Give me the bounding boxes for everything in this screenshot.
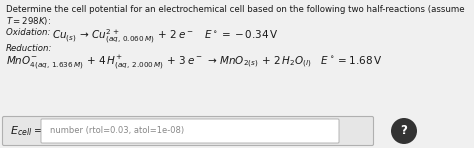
FancyBboxPatch shape [2, 116, 374, 145]
Text: number (rtol=0.03, atol=1e-08): number (rtol=0.03, atol=1e-08) [50, 127, 184, 136]
Text: $MnO^{-}_{4(aq,\,1.636\,M)}\,+\,4\,H^{+}_{(aq,\,2.000\,M)}\,+\,3\,e^-\,\rightarr: $MnO^{-}_{4(aq,\,1.636\,M)}\,+\,4\,H^{+}… [6, 53, 383, 71]
FancyBboxPatch shape [41, 119, 339, 143]
Text: Reduction:: Reduction: [6, 44, 52, 53]
Text: ?: ? [401, 124, 408, 137]
Text: $Cu_{(s)}\,\rightarrow\,Cu^{2+}_{(aq,\,0.060\,M)}\,+\,2\,e^-\quad E^\circ=-0.34\: $Cu_{(s)}\,\rightarrow\,Cu^{2+}_{(aq,\,0… [52, 28, 279, 46]
Text: $T = 298K$):: $T = 298K$): [6, 15, 51, 27]
Text: Determine the cell potential for an electrochemical cell based on the following : Determine the cell potential for an elec… [6, 5, 465, 14]
Text: Oxidation:: Oxidation: [6, 28, 53, 37]
Text: $E_{cell}$: $E_{cell}$ [10, 124, 32, 138]
Circle shape [391, 118, 417, 144]
Text: =: = [34, 126, 42, 136]
